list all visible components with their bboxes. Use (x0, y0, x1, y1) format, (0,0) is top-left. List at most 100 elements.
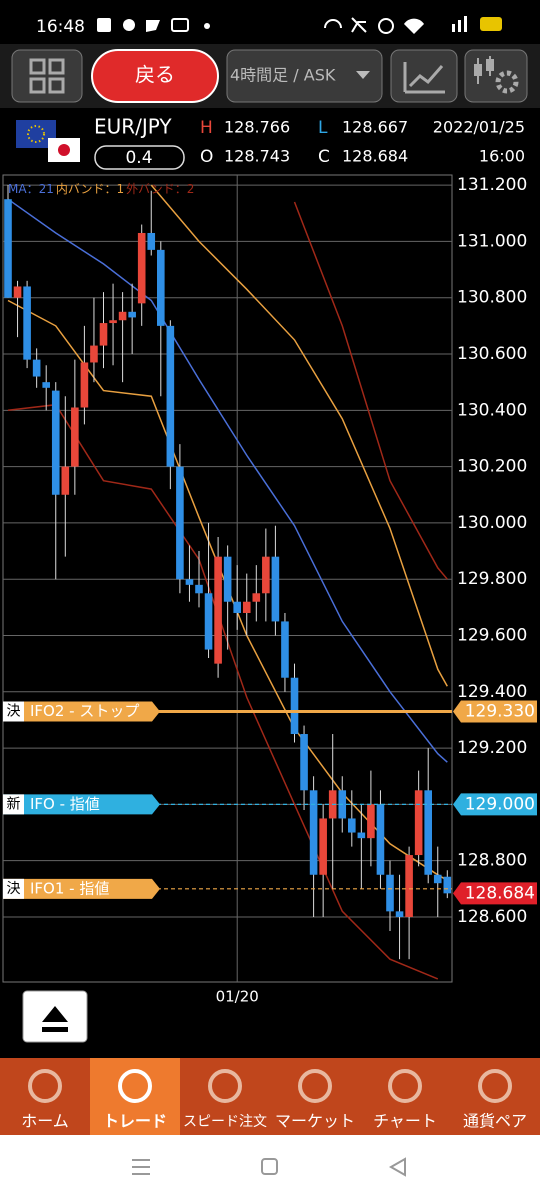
y-tick-label: 130.800 (457, 288, 527, 308)
y-tick-label: 130.000 (457, 513, 527, 533)
candle-body (395, 911, 404, 917)
order-value: 129.000 (465, 794, 535, 814)
grid-button[interactable] (11, 49, 83, 103)
candle-body (71, 407, 79, 467)
current-price: 128.684 (465, 883, 535, 903)
bottom-nav (0, 1058, 540, 1135)
order-label: IFO2 - ストップ (30, 702, 139, 720)
nav-label[interactable]: ホーム (21, 1112, 69, 1131)
nav-label[interactable]: チャート (373, 1112, 437, 1131)
nav-label[interactable]: スピード注文 (183, 1114, 267, 1130)
high-value: 128.766 (224, 118, 290, 137)
back-button[interactable]: 戻る (91, 49, 219, 103)
candle-body (90, 345, 98, 363)
candle-body (405, 855, 413, 917)
status-time: 16:48 (36, 17, 85, 37)
y-tick-label: 129.600 (457, 625, 527, 645)
candle-body (262, 556, 270, 594)
candle-body (204, 593, 213, 650)
date: 2022/01/25 (433, 118, 525, 137)
back-label: 戻る (135, 63, 175, 87)
order-label: IFO1 - 指値 (30, 879, 109, 897)
y-tick-label: 130.400 (457, 400, 527, 420)
timeframe-label: 4時間足 / ASK (230, 66, 336, 85)
candle-body (157, 249, 165, 326)
candle-body (348, 818, 356, 833)
low-value: 128.667 (342, 118, 408, 137)
close-value: 128.684 (342, 147, 408, 166)
order-tag (3, 794, 160, 815)
flags (16, 120, 80, 162)
timeframe-dropdown[interactable]: 4時間足 / ASK (226, 49, 383, 103)
nav-label[interactable]: 通貨ペア (463, 1112, 527, 1131)
nav-label[interactable]: トレード (103, 1112, 167, 1131)
open-value: 128.743 (224, 147, 290, 166)
y-tick-label: 131.000 (457, 231, 527, 251)
candle-body (242, 601, 251, 613)
order-kind-box (3, 794, 24, 815)
y-tick-label: 128.800 (457, 851, 527, 871)
order-kind: 決 (7, 881, 21, 897)
candle-body (424, 790, 432, 875)
spread-box (94, 145, 185, 170)
y-tick-label: 130.600 (457, 344, 527, 364)
candle-body (147, 232, 156, 250)
order-value-tag (453, 700, 537, 723)
candle-body (128, 311, 136, 318)
candle-body (309, 790, 318, 875)
order-value-tag (453, 793, 537, 816)
candle-body (109, 320, 117, 324)
candle-body (23, 286, 31, 360)
order-kind: 新 (7, 796, 21, 812)
indicator-legend: MA：21 内バンド：1 外バンド：2 (8, 182, 194, 196)
order-tag (3, 701, 160, 722)
system-nav (0, 1135, 540, 1200)
candle-body (271, 556, 280, 622)
candle-body (195, 584, 203, 594)
time: 16:00 (479, 147, 525, 166)
close-label: C (318, 147, 330, 167)
candle-body (42, 382, 50, 388)
nav-icon[interactable] (478, 1069, 512, 1103)
system-nav-icons (132, 1157, 406, 1177)
current-price-tag (453, 882, 537, 905)
x-tick-label: 01/20 (216, 988, 259, 1006)
candle-body (414, 790, 423, 856)
status-icons (97, 16, 502, 34)
candle-body (32, 359, 41, 377)
y-tick-label: 131.200 (457, 175, 527, 195)
indicator-line (293, 201, 448, 580)
candle-body (233, 601, 241, 613)
candle-body (51, 390, 60, 495)
candle-body (137, 232, 146, 304)
chart-type-button[interactable] (390, 49, 458, 103)
candle-body (223, 556, 232, 602)
candle-body (166, 325, 175, 467)
nav-icon[interactable] (118, 1069, 152, 1103)
nav-label[interactable]: マーケット (275, 1112, 355, 1131)
candle-body (99, 323, 108, 346)
candle-body (376, 804, 385, 875)
symbol: EUR/JPY (94, 115, 172, 139)
candle-body (300, 734, 308, 791)
indicator-line (150, 184, 448, 687)
nav-icon[interactable] (298, 1069, 332, 1103)
nav-icon[interactable] (388, 1069, 422, 1103)
eject-button[interactable] (22, 990, 88, 1043)
order-tag (3, 878, 160, 899)
candle-body (214, 556, 222, 664)
candle-body (252, 593, 261, 602)
nav-icon[interactable] (208, 1069, 242, 1103)
candle-body (386, 874, 394, 912)
indicator-name: 内バンド：1 (56, 182, 124, 196)
order-value: 129.330 (465, 701, 535, 721)
candle-body (80, 362, 89, 408)
indicator-name: 外バンド：2 (126, 182, 194, 196)
settings-button[interactable] (464, 49, 528, 103)
candle-body (433, 874, 442, 884)
candle-body (118, 311, 127, 321)
nav-icon[interactable] (28, 1069, 62, 1103)
candle-body (61, 466, 70, 495)
candle-body (319, 818, 327, 875)
